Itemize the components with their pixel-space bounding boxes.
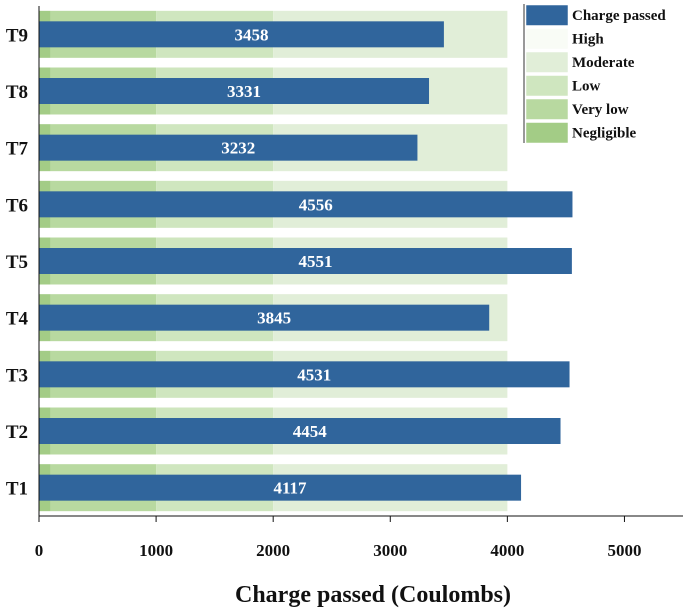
category-label-t6: T6	[6, 195, 28, 216]
category-label-t3: T3	[6, 365, 28, 386]
bar-t4	[39, 304, 490, 331]
legend-swatch-negligible	[525, 122, 569, 144]
x-axis: 0 1000 2000 3000 4000 5000	[35, 6, 683, 560]
data-label-t3: 4531	[297, 365, 331, 384]
legend-label-very-low: Very low	[572, 102, 629, 118]
data-label-t9: 3458	[234, 25, 268, 44]
data-labels: 4117 4454 4531 3845 4551 4556 3232 3331 3458	[221, 25, 333, 497]
legend-label-high: High	[572, 32, 604, 48]
data-label-t7: 3232	[221, 139, 255, 158]
category-label-t7: T7	[6, 139, 29, 160]
data-label-t2: 4454	[293, 422, 328, 441]
x-tick-label-1000: 1000	[139, 541, 173, 560]
bar-t5	[39, 248, 572, 274]
bar-t3	[39, 361, 570, 388]
x-tick-label-5000: 5000	[607, 541, 641, 560]
x-tick-label-3000: 3000	[373, 541, 407, 560]
data-label-t4: 3845	[257, 309, 291, 328]
bar-t1	[39, 474, 522, 501]
legend-swatch-very-low	[525, 98, 569, 120]
legend-label-negligible: Negligible	[572, 126, 637, 142]
category-label-t5: T5	[6, 252, 28, 273]
bar-t9	[39, 21, 444, 48]
category-label-t4: T4	[6, 309, 29, 330]
legend-swatch-moderate	[525, 51, 569, 73]
legend-label-charge-passed: Charge passed	[572, 8, 666, 24]
bar-t8	[39, 78, 430, 104]
y-axis-categories: T1 T2 T3 T4 T5 T6 T7 T8 T9	[6, 25, 29, 499]
legend-label-low: Low	[572, 79, 601, 95]
legend-label-moderate: Moderate	[572, 55, 635, 71]
data-label-t1: 4117	[274, 479, 308, 498]
bars	[39, 21, 573, 501]
bar-t6	[39, 191, 573, 218]
category-label-t1: T1	[6, 479, 28, 500]
legend-swatch-charge-passed	[525, 4, 569, 26]
category-label-t2: T2	[6, 422, 28, 443]
category-label-t9: T9	[6, 25, 28, 46]
data-label-t8: 3331	[227, 82, 261, 101]
x-tick-label-4000: 4000	[490, 541, 524, 560]
x-tick-label-2000: 2000	[256, 541, 290, 560]
bar-t7	[39, 134, 418, 161]
legend: Charge passed High Moderate Low Very low Negl…	[523, 4, 666, 144]
x-axis-title: Charge passed (Coulombs)	[235, 582, 511, 608]
category-label-t8: T8	[6, 82, 28, 103]
legend-swatch-high	[525, 28, 569, 50]
bar-t2	[39, 418, 561, 444]
legend-swatch-low	[525, 75, 569, 97]
data-label-t6: 4556	[299, 195, 333, 214]
data-label-t5: 4551	[298, 252, 332, 271]
x-tick-label-0: 0	[35, 541, 44, 560]
